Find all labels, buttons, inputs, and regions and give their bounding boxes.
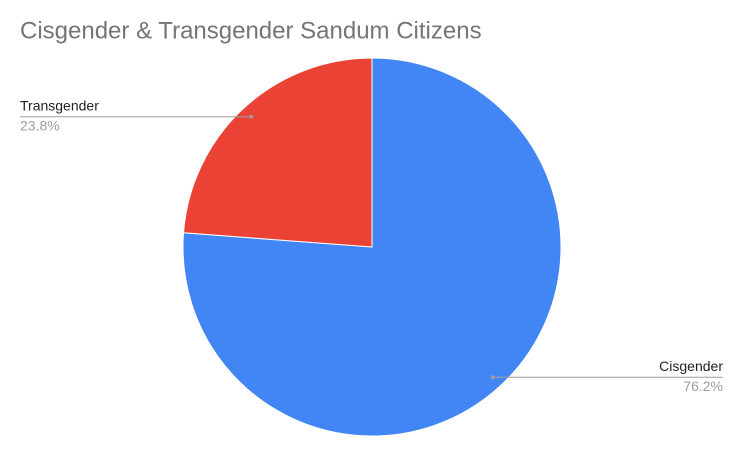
slice-value-label: 23.8%	[20, 117, 60, 133]
leader-dot	[249, 114, 254, 119]
pie-slice	[183, 57, 373, 248]
chart-title: Cisgender & Transgender Sandum Citizens	[20, 17, 482, 44]
slice-label: Cisgender	[659, 358, 723, 374]
leader-dot	[490, 375, 495, 380]
slice-value-label: 76.2%	[683, 378, 723, 394]
slice-label: Transgender	[20, 97, 99, 113]
